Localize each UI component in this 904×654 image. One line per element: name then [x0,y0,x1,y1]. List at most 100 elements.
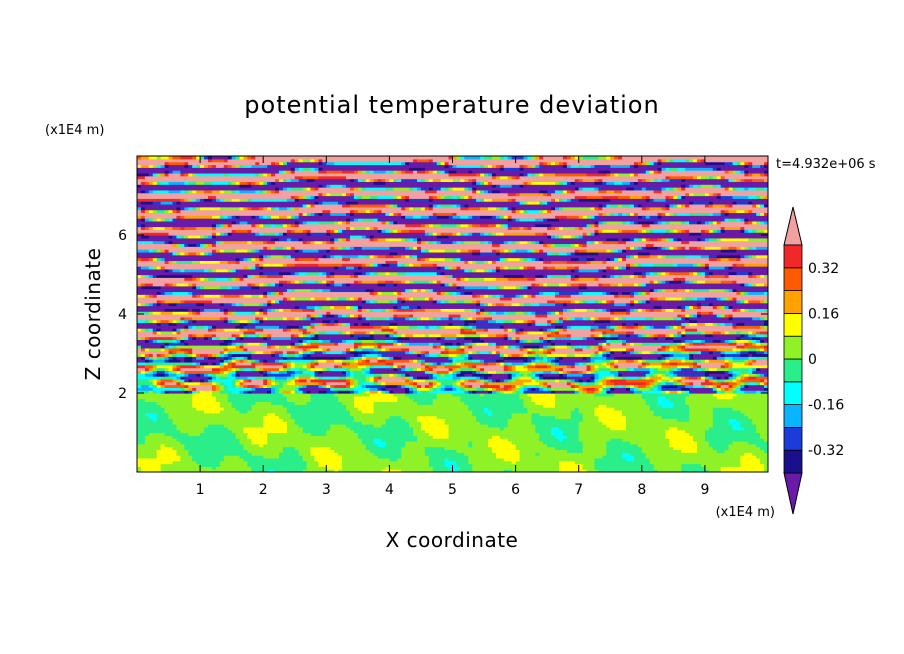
contour-cell [373,263,379,267]
contour-cell [598,345,603,349]
contour-cell [235,260,241,264]
contour-cell [420,390,430,394]
contour-cell [235,333,241,338]
contour-cell [598,220,603,225]
contour-cell [693,339,702,343]
contour-cell [231,401,256,405]
contour-cell [594,223,600,228]
contour-cell [156,209,166,214]
contour-cell [239,220,249,225]
contour-cell [590,370,596,374]
contour-cell [602,212,607,216]
contour-cell [760,457,768,462]
contour-cell [637,229,643,233]
contour-cell [570,381,576,386]
contour-cell [413,359,418,363]
contour-cell [215,384,221,388]
contour-cell [369,178,375,182]
contour-cell [417,359,422,363]
contour-cell [720,364,726,369]
contour-cell [480,308,485,312]
contour-cell [523,294,529,298]
contour-cell [562,319,596,324]
contour-cell [732,373,738,377]
contour-cell [294,418,355,422]
contour-cell [558,198,564,202]
contour-cell [444,325,461,329]
contour-cell [629,302,635,307]
contour-cell [219,390,233,394]
contour-cell [760,195,765,199]
contour-cell [397,212,402,216]
contour-cell [657,356,663,360]
contour-cell [160,299,166,304]
contour-cell [428,463,446,467]
contour-cell [535,277,572,281]
contour-cell [515,175,521,180]
contour-cell [448,345,458,349]
contour-cell [290,280,296,284]
contour-cell [314,376,320,380]
contour-cell [602,378,607,383]
contour-cell [417,387,430,391]
contour-cell [736,209,745,214]
contour-cell [369,376,375,380]
contour-cell [570,336,584,340]
contour-cell [570,268,576,273]
contour-cell [200,206,221,211]
contour-cell [282,299,363,304]
contour-cell [164,308,189,312]
contour-cell [275,299,280,304]
contour-cell [689,229,702,233]
contour-cell [527,364,536,369]
contour-cell [598,203,603,208]
contour-cell [357,305,363,309]
contour-cell [610,325,615,329]
contour-cell [346,192,351,197]
contour-cell [310,449,335,453]
contour-cell [267,291,272,295]
contour-cell [756,195,761,199]
contour-cell [180,429,205,434]
contour-cell [641,393,690,397]
contour-cell [685,297,694,301]
contour-cell [602,345,663,349]
contour-cell [405,393,438,397]
contour-cell [543,376,568,380]
contour-cell [156,367,166,372]
contour-cell [369,370,375,374]
contour-cell [314,187,320,191]
contour-cell [227,395,288,400]
contour-cell [239,370,260,374]
contour-cell [334,384,347,388]
contour-cell [413,280,430,284]
contour-cell [748,254,753,259]
contour-cell [495,206,501,211]
contour-cell [172,268,181,273]
contour-cell [200,361,209,366]
contour-cell [342,460,430,465]
contour-cell [436,291,442,295]
contour-cell [211,393,229,397]
contour-cell [555,395,643,400]
contour-cell [495,302,505,307]
contour-cell [137,189,142,194]
contour-cell [629,237,635,242]
contour-cell [231,268,237,273]
contour-cell [310,378,347,383]
contour-cell [503,223,509,228]
contour-cell [720,350,726,355]
contour-cell [515,460,560,465]
contour-cell [685,322,690,326]
contour-cell [653,189,663,194]
contour-cell [622,376,627,380]
contour-cell [286,288,292,293]
contour-cell [148,181,154,185]
contour-cell [578,381,584,386]
contour-cell [586,215,592,219]
contour-cell [247,328,256,332]
contour-cell [484,359,497,363]
contour-cell [633,390,643,394]
contour-cell [393,170,398,174]
contour-cell [748,246,753,250]
